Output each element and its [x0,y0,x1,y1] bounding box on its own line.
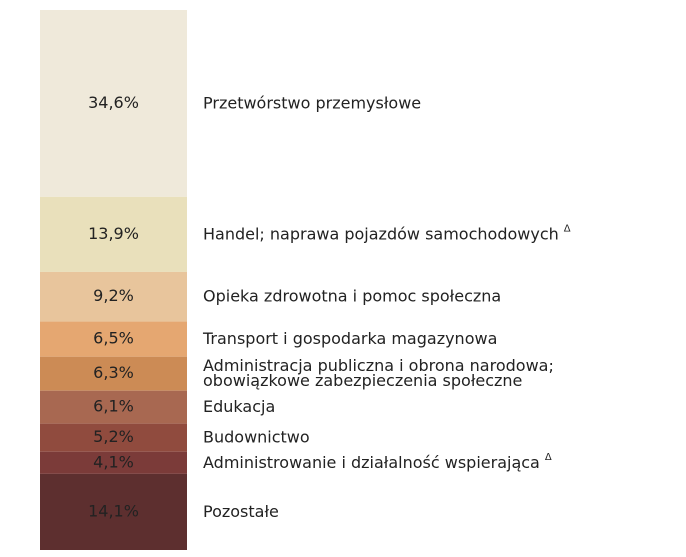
value-label: 5,2% [93,427,134,446]
category-label: obowiązkowe zabezpieczenia społeczne [203,371,522,390]
value-label: 13,9% [88,224,139,243]
value-label: 34,6% [88,93,139,112]
bar-segment [40,196,187,272]
value-label: 14,1% [88,501,139,520]
value-label: 6,5% [93,329,134,348]
bar-segment [40,271,187,322]
category-text: Budownictwo [203,427,310,446]
superscript: Δ [545,452,552,463]
category-text: Transport i gospodarka magazynowa [202,329,497,348]
category-label: Budownictwo [203,427,310,446]
category-label: Przetwórstwo przemysłowe [203,93,421,112]
category-label: Transport i gospodarka magazynowa [202,329,497,348]
category-text: obowiązkowe zabezpieczenia społeczne [203,371,522,390]
bar-segment [40,423,187,452]
bar-segment [40,321,187,357]
category-label: Administracja publiczna i obrona narodow… [203,356,554,375]
category-label: Pozostałe [203,501,279,520]
bar-segment [40,451,187,474]
category-text: Administrowanie i działalność wspierając… [203,452,540,471]
value-label: 6,3% [93,363,134,382]
category-text: Handel; naprawa pojazdów samochodowych [203,224,559,243]
value-label: 9,2% [93,286,134,305]
bar-segment [40,10,187,197]
category-text: Edukacja [203,397,275,416]
value-label: 6,1% [93,397,134,416]
category-label: Edukacja [203,397,275,416]
superscript: Δ [564,223,571,234]
category-text: Opieka zdrowotna i pomoc społeczna [203,286,501,305]
category-text: Pozostałe [203,501,279,520]
value-label: 4,1% [93,452,134,471]
category-label: Handel; naprawa pojazdów samochodowych Δ [203,223,571,243]
bar-segment [40,473,187,550]
bar-segment [40,390,187,424]
category-label: Opieka zdrowotna i pomoc społeczna [203,286,501,305]
category-label: Administrowanie i działalność wspierając… [203,452,552,472]
category-text: Przetwórstwo przemysłowe [203,93,421,112]
category-text: Administracja publiczna i obrona narodow… [203,356,554,375]
bar-segment [40,356,187,391]
